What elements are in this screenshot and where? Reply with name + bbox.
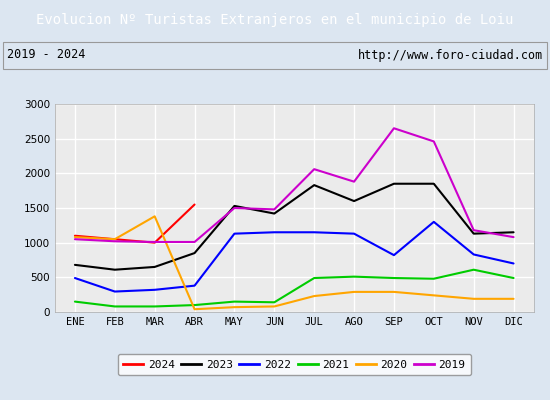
Text: http://www.foro-ciudad.com: http://www.foro-ciudad.com bbox=[358, 48, 543, 62]
Text: Evolucion Nº Turistas Extranjeros en el municipio de Loiu: Evolucion Nº Turistas Extranjeros en el … bbox=[36, 13, 514, 27]
Legend: 2024, 2023, 2022, 2021, 2020, 2019: 2024, 2023, 2022, 2021, 2020, 2019 bbox=[118, 354, 471, 375]
Text: 2019 - 2024: 2019 - 2024 bbox=[7, 48, 85, 62]
